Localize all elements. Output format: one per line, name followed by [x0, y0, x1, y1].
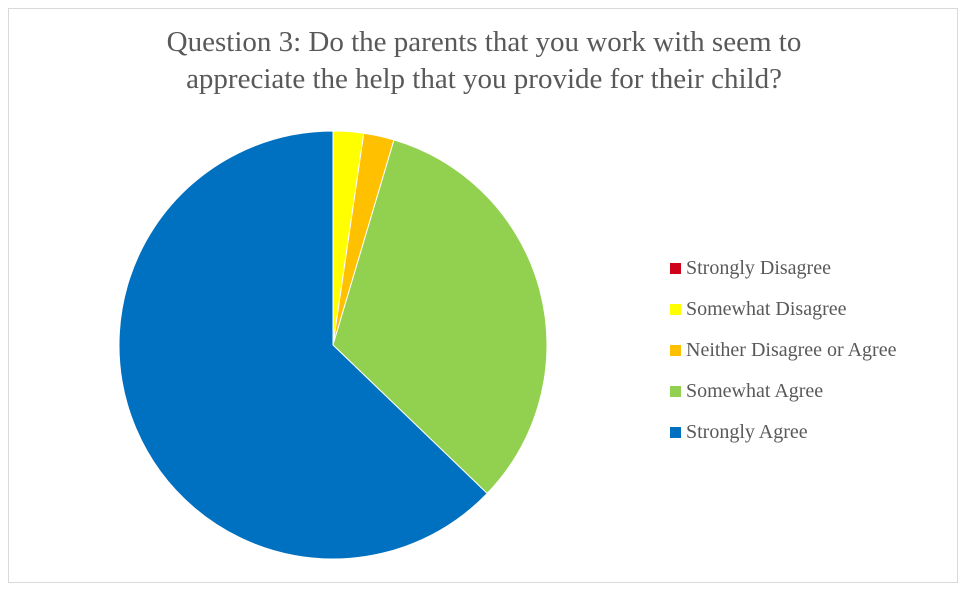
- legend-swatch: [670, 345, 681, 356]
- legend-swatch: [670, 427, 681, 438]
- legend-label: Somewhat Agree: [686, 380, 824, 402]
- legend-swatch: [670, 386, 681, 397]
- legend-item-somewhat-agree: Somewhat Agree: [670, 371, 896, 412]
- legend-label: Neither Disagree or Agree: [686, 339, 897, 361]
- pie-slice-somewhat-agree: [332, 139, 548, 495]
- legend-item-strongly-agree: Strongly Agree: [670, 412, 896, 453]
- legend-item-somewhat-disagree: Somewhat Disagree: [670, 289, 896, 330]
- chart-title-line-2: appreciate the help that you provide for…: [186, 63, 782, 95]
- legend-item-strongly-disagree: Strongly Disagree: [670, 248, 896, 289]
- legend-swatch: [670, 263, 681, 274]
- chart-legend: Strongly Disagree Somewhat Disagree Neit…: [670, 248, 896, 453]
- chart-title-line-1: Question 3: Do the parents that you work…: [166, 26, 802, 58]
- legend-swatch: [670, 304, 681, 315]
- legend-label: Somewhat Disagree: [686, 298, 847, 320]
- pie-slice-strongly-agree: [118, 130, 488, 560]
- legend-label: Strongly Disagree: [686, 257, 831, 279]
- legend-label: Strongly Agree: [686, 421, 808, 443]
- chart-title: Question 3: Do the parents that you work…: [0, 24, 968, 98]
- legend-item-neither: Neither Disagree or Agree: [670, 330, 896, 371]
